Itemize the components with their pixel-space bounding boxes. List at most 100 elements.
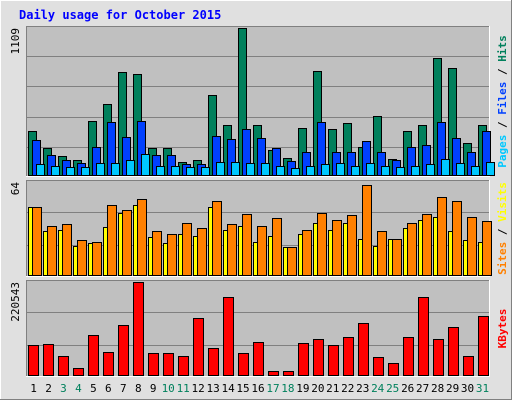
bar-sites-day-25 [392,239,402,276]
bar-pages-day-8 [141,154,150,176]
bar-pages-day-27 [426,164,435,176]
x-tick-label: 3 [60,382,67,395]
bar-sites-day-14 [227,224,237,276]
bar-sites-day-31 [482,221,492,276]
x-tick-label: 23 [356,382,369,395]
x-tick-label: 4 [75,382,82,395]
x-tick-label: 12 [191,382,204,395]
bar-kbytes-day-3 [58,356,69,376]
x-tick-label: 9 [150,382,157,395]
bar-pages-day-19 [306,166,315,176]
x-tick-label: 15 [236,382,249,395]
bar-kbytes-day-4 [73,368,84,376]
legend-part: Files [496,82,509,115]
bar-kbytes-day-2 [43,344,54,376]
x-tick-label: 27 [416,382,429,395]
bar-sites-day-12 [197,228,207,276]
bar-sites-day-20 [317,213,327,276]
bar-sites-day-1 [32,207,42,276]
bar-sites-day-10 [167,234,177,276]
bar-pages-day-29 [456,163,465,176]
bar-pages-day-30 [471,166,480,176]
bar-pages-day-16 [261,163,270,176]
x-tick-label: 13 [206,382,219,395]
bar-kbytes-day-21 [328,345,339,376]
bar-sites-day-21 [332,220,342,276]
legend-part: Hits [496,35,509,62]
bar-pages-day-13 [216,162,225,176]
legend-part: / [496,62,509,82]
bar-kbytes-day-17 [268,371,279,376]
chart-panels: 1109 Pages / Files / Hits 64 Sites / Visits… [9,26,509,377]
bar-kbytes-day-11 [178,356,189,376]
bar-pages-day-6 [111,163,120,176]
bar-kbytes-day-10 [163,353,174,376]
bar-kbytes-day-19 [298,343,309,376]
bar-pages-day-10 [171,166,180,176]
bar-kbytes-day-7 [118,325,129,376]
legend-part: Pages [496,135,509,168]
bar-kbytes-day-16 [253,342,264,376]
x-tick-label: 16 [251,382,264,395]
bar-pages-day-18 [291,168,300,176]
bar-kbytes-day-13 [208,348,219,376]
bar-sites-day-16 [257,226,267,276]
bar-sites-day-8 [137,199,147,276]
bar-kbytes-day-12 [193,318,204,376]
bar-pages-day-9 [156,166,165,176]
bar-kbytes-day-5 [88,335,99,376]
bar-kbytes-day-18 [283,371,294,376]
bar-kbytes-day-31 [478,316,489,376]
bar-sites-day-11 [182,223,192,276]
bar-kbytes-day-25 [388,363,399,376]
x-tick-label: 24 [371,382,385,395]
bar-kbytes-day-27 [418,297,429,376]
legend-part: Sites [496,242,509,275]
chart-title: Daily usage for October 2015 [19,8,221,22]
bar-kbytes-day-29 [448,327,459,376]
bar-sites-day-3 [62,224,72,276]
bar-sites-day-4 [77,240,87,276]
bar-pages-day-2 [51,166,60,176]
x-tick-label: 2 [45,382,52,395]
x-tick-label: 11 [177,382,190,395]
bar-pages-day-31 [486,162,495,176]
bar-kbytes-day-23 [358,323,369,376]
bar-sites-day-7 [122,210,132,276]
x-tick-label: 5 [90,382,97,395]
x-tick-label: 7 [120,382,127,395]
bar-kbytes-day-9 [148,353,159,376]
bar-sites-day-18 [287,247,297,276]
bar-kbytes-day-24 [373,357,384,376]
bar-pages-day-3 [66,167,75,176]
bar-sites-day-30 [467,217,477,276]
bar-pages-day-17 [276,166,285,176]
bar-sites-day-28 [437,197,447,276]
bar-sites-day-15 [242,214,252,276]
y-max-label: 1109 [9,28,22,55]
x-tick-label: 20 [311,382,324,395]
x-tick-label: 6 [105,382,112,395]
bar-pages-day-20 [321,164,330,176]
x-tick-label: 30 [461,382,474,395]
bar-pages-day-26 [411,166,420,176]
bar-pages-day-15 [246,163,255,176]
bar-sites-day-19 [302,230,312,276]
bar-sites-day-26 [407,223,417,276]
bar-sites-day-13 [212,201,222,276]
bar-sites-day-17 [272,218,282,276]
x-tick-label: 25 [386,382,399,395]
x-tick-label: 19 [296,382,309,395]
bar-pages-day-11 [186,167,195,176]
bar-kbytes-day-20 [313,339,324,376]
x-tick-label: 31 [476,382,489,395]
bar-sites-day-23 [362,185,372,276]
x-axis-day-labels: 1 2 3 4 5 6 7 8 9 10 11 12 13 14 15 16 17 18 19 20 21 22 23 24 2… [30,382,489,395]
bar-sites-day-2 [47,226,57,276]
x-tick-label: 8 [135,382,142,395]
bar-kbytes-day-6 [103,352,114,376]
x-tick-label: 14 [221,382,235,395]
x-tick-label: 29 [446,382,459,395]
bar-pages-day-4 [81,167,90,176]
